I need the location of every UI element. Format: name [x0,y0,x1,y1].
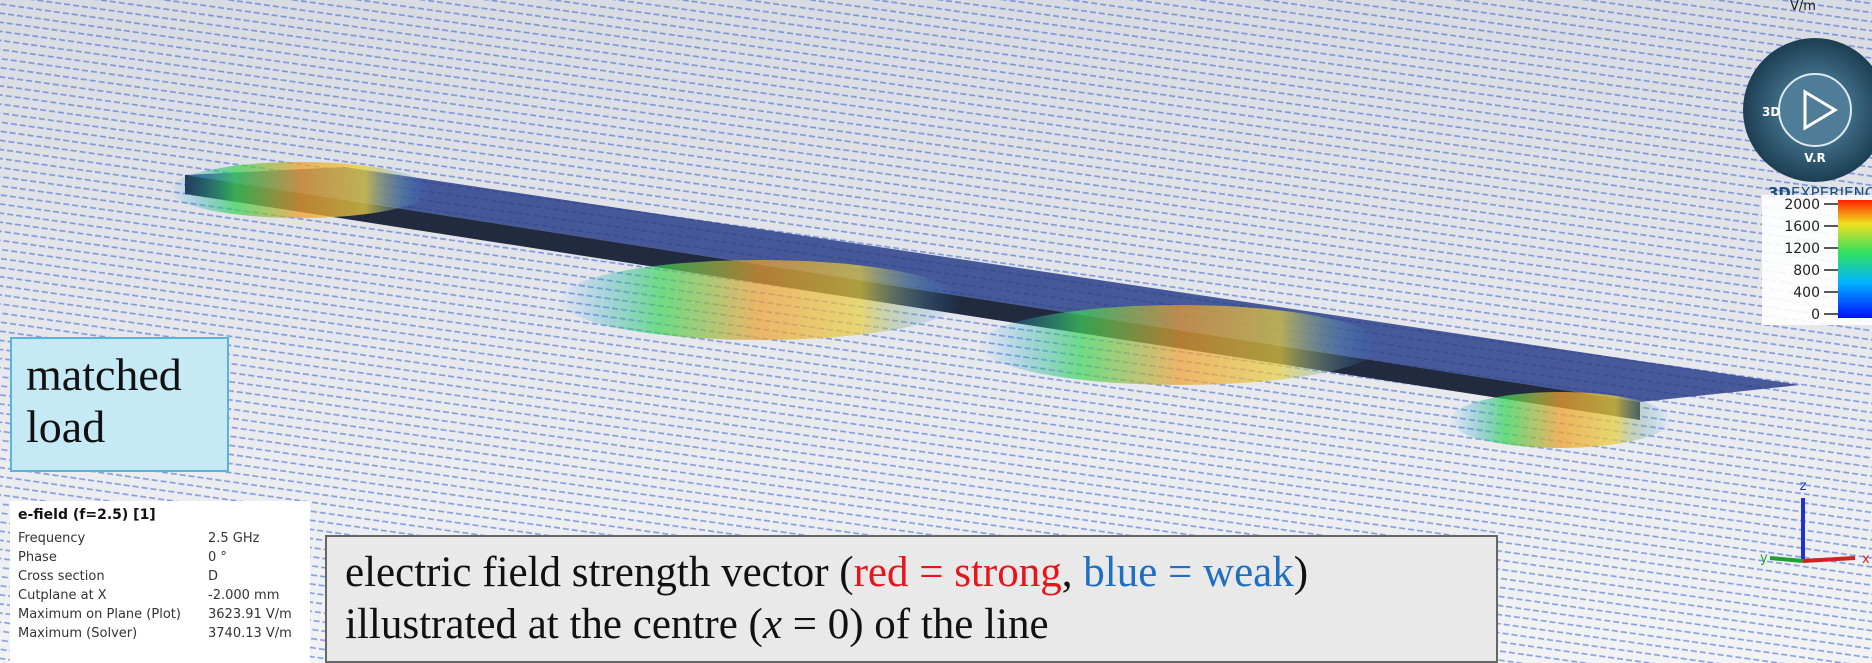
caption-text: illustrated at the centre ( [345,601,763,648]
caption-text: electric field strength vector ( [345,549,854,596]
caption-text: = 0) of the line [782,601,1049,648]
caption-text: , [1062,549,1084,596]
row-key: Frequency [18,531,208,550]
row-value: 3623.91 V/m [208,607,292,626]
caption-red: red = strong [854,549,1062,596]
panel-row: Maximum on Plane (Plot)3623.91 V/m [18,607,302,626]
panel-title: e-field (f=2.5) [1] [18,507,302,523]
axis-label: x [1862,552,1870,567]
screenshot: 3D V.R 3DEXPERIENC V/m 20001600120080040… [0,0,1872,663]
scale-label: 1200 [1784,241,1820,257]
caption-text: ) [1294,549,1308,596]
scale-label: 400 [1793,285,1820,301]
matched-load-label: matched load [10,337,229,472]
compass-label: 3D [1762,105,1780,119]
row-value: 3740.13 V/m [208,626,292,645]
row-value: 2.5 GHz [208,531,259,550]
row-key: Phase [18,550,208,569]
panel-row: Cutplane at X-2.000 mm [18,588,302,607]
row-value: D [208,569,218,588]
scale-unit: V/m [1790,0,1816,14]
row-key: Cross section [18,569,208,588]
row-key: Cutplane at X [18,588,208,607]
axis-label: y [1760,551,1768,566]
scale-label: 800 [1793,263,1820,279]
compass-label: V.R [1804,151,1826,165]
scale-label: 2000 [1784,197,1820,213]
row-key: Maximum (Solver) [18,626,208,645]
caption: electric field strength vector (red = st… [325,535,1498,663]
row-value: -2.000 mm [208,588,279,607]
caption-blue: blue = weak [1083,549,1294,596]
axis-label: z [1800,479,1807,494]
caption-italic: x [763,601,782,648]
scale-label: 0 [1811,307,1820,323]
scale-label: 1600 [1784,219,1820,235]
panel-row: Maximum (Solver)3740.13 V/m [18,626,302,645]
row-key: Maximum on Plane (Plot) [18,607,208,626]
row-value: 0 ° [208,550,227,569]
